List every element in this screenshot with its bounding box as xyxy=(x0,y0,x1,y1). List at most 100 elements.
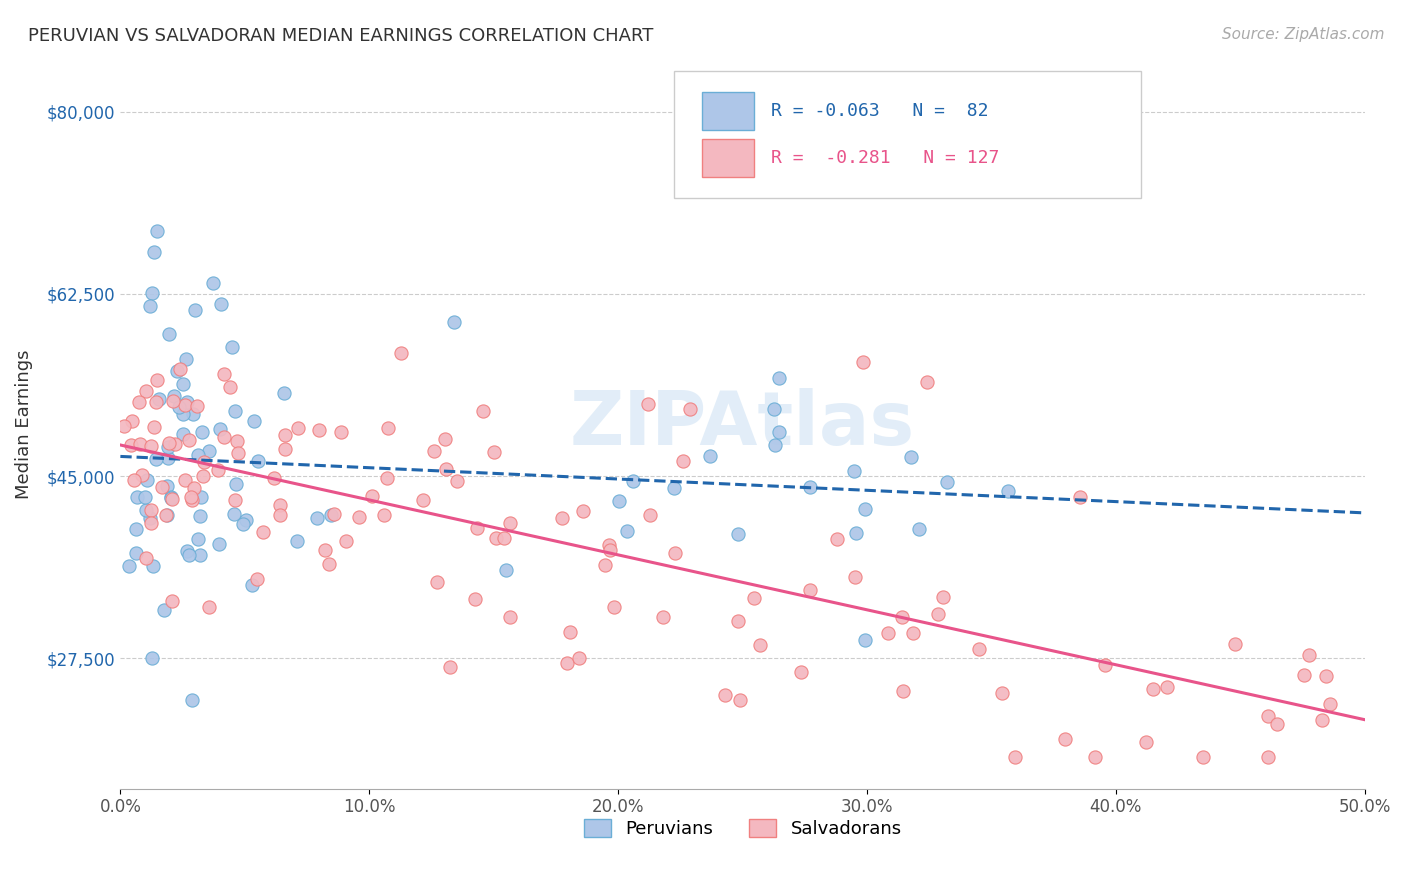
Point xyxy=(225,476,247,491)
Point xyxy=(153,603,176,617)
Point xyxy=(499,516,522,531)
Point xyxy=(174,351,197,366)
Point xyxy=(181,493,204,508)
Point xyxy=(219,380,242,394)
Point xyxy=(224,404,246,418)
Point xyxy=(560,624,582,639)
Point xyxy=(197,444,219,458)
Point xyxy=(179,433,201,447)
Point xyxy=(150,480,173,494)
Point xyxy=(160,593,183,607)
Point xyxy=(141,502,163,516)
Point xyxy=(138,299,160,313)
Point xyxy=(188,549,211,563)
Point xyxy=(727,614,749,628)
Point xyxy=(423,444,446,458)
Point xyxy=(274,442,297,457)
Bar xyxy=(702,139,754,177)
Point xyxy=(212,367,235,381)
Point xyxy=(180,693,202,707)
Point xyxy=(246,572,269,586)
Point xyxy=(207,463,229,477)
Point xyxy=(183,481,205,495)
Point xyxy=(568,651,591,665)
Point xyxy=(827,532,849,546)
Point xyxy=(209,422,232,436)
Point xyxy=(118,558,141,573)
Point xyxy=(1135,735,1157,749)
Point xyxy=(900,450,922,465)
Point xyxy=(121,414,143,428)
Point xyxy=(637,397,659,411)
Point xyxy=(176,544,198,558)
Point xyxy=(891,683,914,698)
Point xyxy=(166,364,188,378)
Point xyxy=(842,464,865,478)
Point xyxy=(728,693,751,707)
Point xyxy=(876,626,898,640)
Point xyxy=(129,437,152,451)
Point xyxy=(124,546,146,560)
Point xyxy=(146,373,169,387)
Point xyxy=(159,491,181,505)
Point xyxy=(184,302,207,317)
Point xyxy=(1319,697,1341,711)
Point xyxy=(323,507,346,521)
Point xyxy=(699,450,721,464)
Point xyxy=(263,471,285,485)
Point xyxy=(191,425,214,440)
Point xyxy=(1265,717,1288,731)
Text: PERUVIAN VS SALVADORAN MEDIAN EARNINGS CORRELATION CHART: PERUVIAN VS SALVADORAN MEDIAN EARNINGS C… xyxy=(28,27,654,45)
Bar xyxy=(702,92,754,129)
Point xyxy=(167,400,190,414)
Point xyxy=(156,508,179,522)
Point xyxy=(145,395,167,409)
Point xyxy=(412,493,434,508)
Point xyxy=(330,425,353,440)
Point xyxy=(434,462,457,476)
Point xyxy=(208,537,231,551)
Point xyxy=(917,376,939,390)
Point xyxy=(443,315,465,329)
Point xyxy=(931,590,953,604)
Point xyxy=(190,490,212,504)
Point xyxy=(375,471,398,485)
Point xyxy=(845,526,868,541)
Point xyxy=(274,427,297,442)
Point xyxy=(135,384,157,398)
Point xyxy=(269,498,291,512)
Point xyxy=(214,430,236,444)
Point xyxy=(160,491,183,505)
Point xyxy=(162,394,184,409)
Point xyxy=(901,625,924,640)
Point xyxy=(163,389,186,403)
Point xyxy=(768,425,790,439)
Point xyxy=(318,557,340,571)
Point xyxy=(749,638,772,652)
Point xyxy=(146,224,169,238)
Point xyxy=(1094,657,1116,672)
Point xyxy=(967,642,990,657)
Point xyxy=(1257,708,1279,723)
Point xyxy=(1257,750,1279,764)
Point xyxy=(243,414,266,428)
Point xyxy=(169,361,191,376)
Point xyxy=(439,660,461,674)
Point xyxy=(148,392,170,407)
Point xyxy=(1294,667,1316,681)
Point xyxy=(321,508,343,522)
Point xyxy=(927,607,949,622)
Point xyxy=(139,511,162,525)
Point xyxy=(156,479,179,493)
Legend: Peruvians, Salvadorans: Peruvians, Salvadorans xyxy=(576,812,908,845)
Point xyxy=(307,511,329,525)
Point xyxy=(120,438,142,452)
Point xyxy=(434,433,457,447)
Text: R = -0.063   N =  82: R = -0.063 N = 82 xyxy=(772,102,988,120)
Point xyxy=(1191,750,1213,764)
Point xyxy=(157,436,180,450)
Point xyxy=(186,399,208,413)
Point xyxy=(472,404,495,418)
Point xyxy=(247,454,270,468)
Point xyxy=(499,610,522,624)
